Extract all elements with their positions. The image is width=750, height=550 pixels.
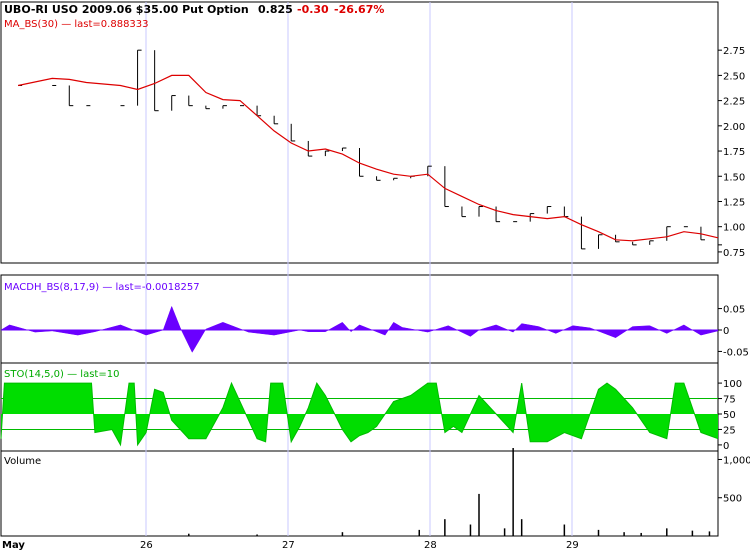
sto-line (0, 381, 719, 447)
x-tick-label: 26 (140, 540, 153, 550)
y-axis-ticks: 0.75 1.00 1.25 1.50 1.75 2.00 2.25 2.50 2.75 0.05… (718, 46, 750, 505)
x-tick-label: May (2, 540, 25, 550)
vertical-gridlines (145, 2, 573, 536)
volume-tick-label: 500 (723, 494, 742, 505)
price-tick-label: 0.75 (723, 248, 745, 259)
macdh-plot (0, 305, 719, 353)
sto-tick-label: 25 (723, 425, 736, 436)
x-tick-label: 29 (566, 540, 579, 550)
header-symbol: UBO-RI USO 2009.06 $35.00 Put Option (4, 3, 249, 16)
sto-label: STO(14,5,0) — last=10 (4, 369, 119, 380)
price-tick-label: 1.25 (723, 197, 745, 208)
x-tick-label: 28 (424, 540, 437, 550)
sto-tick-label: 50 (723, 410, 736, 421)
price-panel (0, 1, 719, 264)
volume-panel (0, 450, 719, 537)
x-tick-label: 27 (282, 540, 295, 550)
price-tick-label: 2.25 (723, 97, 745, 108)
volume-tick-label: 1,000 (723, 455, 750, 466)
sto-tick-label: 0 (723, 441, 729, 452)
price-tick-label: 1.75 (723, 147, 745, 158)
macdh-tick-label: -0.05 (723, 347, 749, 358)
ma-line (17, 74, 719, 242)
sto-tick-label: 75 (723, 395, 736, 406)
price-tick-label: 2.50 (723, 71, 745, 82)
macdh-tick-label: 0 (723, 326, 729, 337)
sto-tick-label: 100 (723, 379, 742, 390)
price-tick-label: 1.50 (723, 172, 745, 183)
price-plot (17, 49, 722, 250)
x-axis: May 26 27 28 29 (2, 540, 579, 550)
ma-label: MA_BS(30) — last=0.888333 (4, 19, 149, 30)
price-tick-label: 2.75 (723, 46, 745, 57)
volume-plot (188, 448, 711, 536)
macdh-tick-label: 0.05 (723, 305, 745, 316)
macdh-label: MACDH_BS(8,17,9) — last=-0.0018257 (4, 282, 200, 293)
header-change: -0.30 (297, 3, 329, 16)
price-tick-label: 2.00 (723, 122, 745, 133)
sto-plot (0, 381, 719, 447)
price-tick-label: 1.00 (723, 223, 745, 234)
header-change-pct: -26.67% (334, 3, 384, 16)
header-last: 0.825 (258, 3, 293, 16)
volume-label: Volume (4, 456, 41, 467)
